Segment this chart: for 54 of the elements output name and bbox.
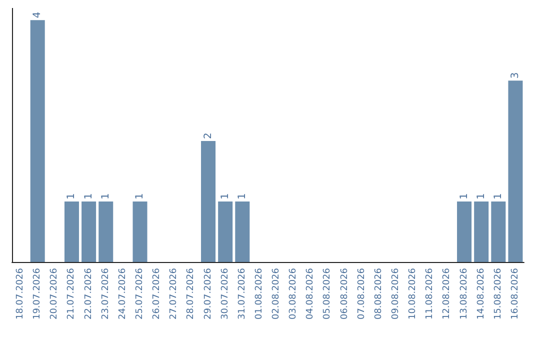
data-label: 1 <box>100 193 112 200</box>
x-tick-label: 20.07.2026 <box>50 268 60 320</box>
x-tick-label: 04.08.2026 <box>306 268 316 320</box>
data-label: 4 <box>32 12 44 18</box>
bar <box>508 80 523 262</box>
bar <box>474 202 489 262</box>
x-tick-label: 01.08.2026 <box>254 268 264 320</box>
x-tick-label: 11.08.2026 <box>425 268 436 320</box>
data-label: 2 <box>202 132 214 140</box>
bar <box>218 202 233 262</box>
x-tick-label: 12.08.2026 <box>442 268 452 320</box>
x-tick-label: 23.07.2026 <box>100 268 111 320</box>
data-label: 1 <box>83 193 94 200</box>
x-tick-label: 09.08.2026 <box>391 268 401 320</box>
x-tick-label: 21.07.2026 <box>66 268 77 320</box>
x-tick-label: 28.07.2026 <box>186 268 196 320</box>
bar <box>457 202 472 262</box>
x-tick-label: 19.07.2026 <box>32 268 43 320</box>
data-label: 3 <box>510 72 521 79</box>
x-tick-label: 08.08.2026 <box>374 268 384 320</box>
bar <box>201 141 216 262</box>
data-label: 1 <box>236 193 248 200</box>
data-label: 1 <box>134 193 146 200</box>
x-tick-label: 26.07.2026 <box>152 268 162 320</box>
x-tick-label: 10.08.2026 <box>408 268 418 320</box>
x-tick-label: 02.08.2026 <box>272 268 282 320</box>
x-tick-label: 16.08.2026 <box>510 268 520 320</box>
x-tick-label: 25.07.2026 <box>135 268 145 320</box>
x-tick-label: 24.07.2026 <box>118 268 128 320</box>
x-tick-label: 22.07.2026 <box>84 268 94 320</box>
data-label: 1 <box>492 193 504 200</box>
bar <box>98 202 114 262</box>
x-tick-label: 31.07.2026 <box>237 268 248 320</box>
x-tick-label: 29.07.2026 <box>203 268 214 320</box>
x-tick-label: 05.08.2026 <box>322 268 333 320</box>
data-label: 1 <box>458 193 470 200</box>
data-label: 1 <box>476 193 487 200</box>
bar <box>235 202 250 262</box>
x-tick-label: 06.08.2026 <box>340 268 350 320</box>
bar <box>82 202 96 262</box>
bar <box>491 202 506 262</box>
x-tick-label: 07.08.2026 <box>356 268 367 320</box>
x-tick-label: 14.08.2026 <box>476 268 486 320</box>
x-tick-label: 15.08.2026 <box>493 268 504 320</box>
x-tick-label: 30.07.2026 <box>220 268 230 320</box>
data-label: 1 <box>220 193 231 200</box>
x-tick-label: 18.07.2026 <box>16 268 26 320</box>
bar <box>64 202 79 262</box>
x-tick-label: 03.08.2026 <box>288 268 299 320</box>
x-tick-label: 13.08.2026 <box>459 268 470 320</box>
bar <box>30 20 45 262</box>
x-tick-label: 27.07.2026 <box>169 268 180 320</box>
data-label: 1 <box>66 193 78 200</box>
bar <box>132 202 148 262</box>
